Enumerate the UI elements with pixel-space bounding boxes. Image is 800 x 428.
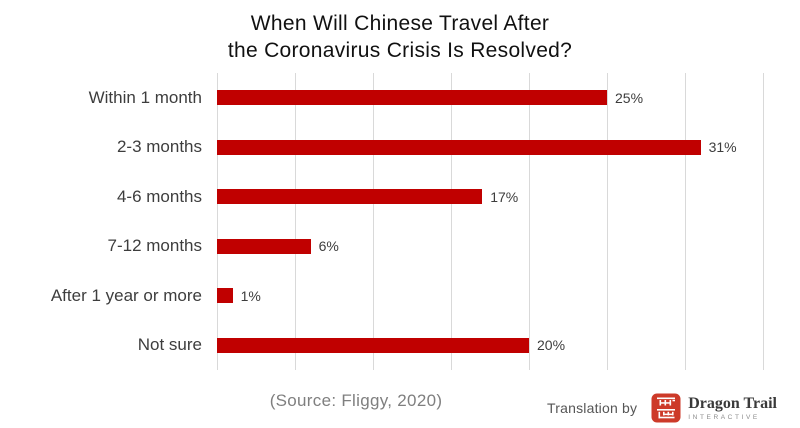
- category-label: Within 1 month: [88, 87, 202, 107]
- bar: [217, 238, 311, 254]
- chart-title: When Will Chinese Travel After the Coron…: [0, 10, 800, 64]
- bar: [217, 337, 529, 353]
- category-label: 7-12 months: [107, 236, 203, 256]
- translation-credit: Translation by Dragon Trail: [547, 392, 777, 424]
- bar: [217, 288, 233, 304]
- value-label: 31%: [708, 139, 737, 156]
- gridline: [217, 73, 218, 370]
- bar: [217, 90, 607, 106]
- gridline: [295, 73, 296, 370]
- value-label: 25%: [615, 89, 644, 106]
- source-caption: (Source: Fliggy, 2020): [269, 391, 443, 410]
- bar-rows: Within 1 month 25% 2-3 months 31% 4-6 months…: [0, 73, 800, 370]
- logo-name: Dragon Trail: [688, 394, 777, 412]
- gridline: [529, 73, 530, 370]
- bar-row: Not sure 20%: [0, 321, 800, 371]
- gridlines: [217, 73, 764, 370]
- dragon-trail-seal-icon: [651, 393, 681, 423]
- category-label: Not sure: [137, 335, 202, 355]
- value-label: 17%: [490, 188, 519, 205]
- category-label: 2-3 months: [116, 137, 202, 157]
- value-label: 20%: [537, 337, 566, 354]
- logo-subtext: INTERACTIVE: [688, 413, 760, 421]
- bar-row: 7-12 months 6%: [0, 222, 800, 272]
- dragon-trail-logo: Dragon Trail INTERACTIVE: [688, 394, 777, 421]
- value-label: 1%: [240, 287, 261, 304]
- chart-title-line1: When Will Chinese Travel After: [250, 12, 550, 35]
- plot-area: Within 1 month 25% 2-3 months 31% 4-6 months…: [0, 73, 800, 370]
- value-label: 6%: [318, 238, 339, 255]
- chart-title-line2: the Coronavirus Crisis Is Resolved?: [227, 39, 573, 62]
- bar-row: After 1 year or more 1%: [0, 271, 800, 321]
- category-label: After 1 year or more: [50, 285, 202, 305]
- translation-label: Translation by: [547, 400, 638, 416]
- bar-row: 2-3 months 31%: [0, 123, 800, 173]
- gridline: [763, 73, 764, 370]
- bar: [217, 189, 483, 205]
- bar: [217, 139, 701, 155]
- category-label: 4-6 months: [116, 186, 202, 206]
- bar-row: Within 1 month 25%: [0, 73, 800, 123]
- bar-row: 4-6 months 17%: [0, 172, 800, 222]
- gridline: [607, 73, 608, 370]
- gridline: [685, 73, 686, 370]
- gridline: [451, 73, 452, 370]
- gridline: [373, 73, 374, 370]
